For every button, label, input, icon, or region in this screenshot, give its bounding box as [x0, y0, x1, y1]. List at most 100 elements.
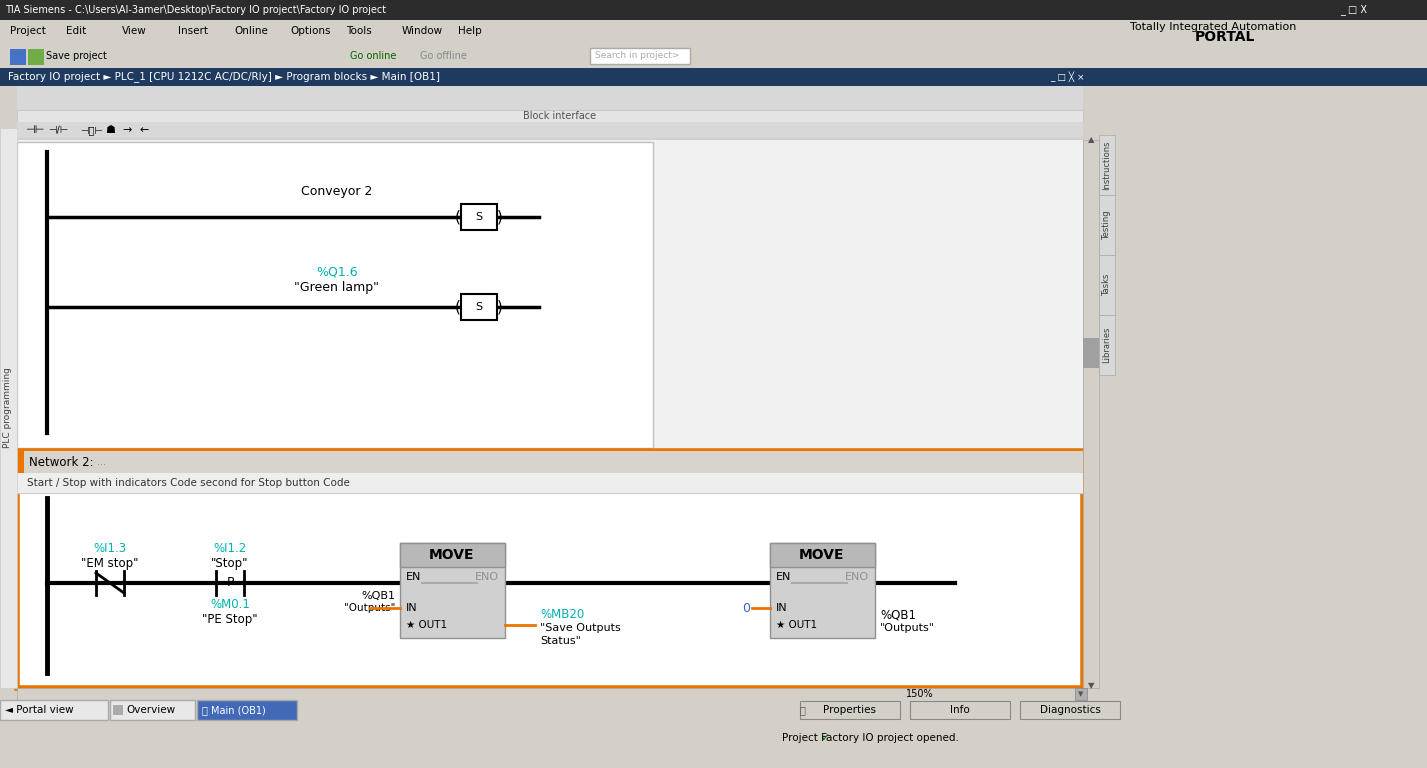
Bar — [1020, 701, 1120, 719]
Text: %I1.2: %I1.2 — [214, 541, 247, 554]
Bar — [17, 110, 1083, 122]
Text: %MB20: %MB20 — [539, 608, 584, 621]
Text: "Save Outputs: "Save Outputs — [539, 623, 621, 633]
Text: 150%: 150% — [906, 689, 933, 699]
Bar — [17, 122, 1083, 138]
Text: ★ OUT1: ★ OUT1 — [407, 620, 447, 630]
Text: S: S — [475, 302, 482, 312]
Text: Testing: Testing — [1103, 210, 1112, 240]
Bar — [17, 473, 1083, 493]
Text: Info: Info — [950, 705, 970, 715]
Text: ENO: ENO — [475, 572, 499, 582]
Bar — [801, 701, 900, 719]
Text: Help: Help — [458, 26, 482, 36]
Text: Online: Online — [234, 26, 268, 36]
Text: Conveyor 2: Conveyor 2 — [301, 186, 372, 198]
Text: Factory IO project ► PLC_1 [CPU 1212C AC/DC/Rly] ► Program blocks ► Main [OB1]: Factory IO project ► PLC_1 [CPU 1212C AC… — [9, 71, 440, 82]
Text: Status": Status" — [539, 636, 581, 646]
Text: (: ( — [455, 300, 461, 315]
Bar — [0, 700, 108, 720]
Text: Go online: Go online — [350, 51, 397, 61]
Text: _ □ X: _ □ X — [1340, 5, 1367, 15]
Bar — [1099, 135, 1114, 195]
Text: %QB1: %QB1 — [361, 591, 395, 601]
Text: Start / Stop with indicators Code second for Stop button Code: Start / Stop with indicators Code second… — [27, 478, 350, 488]
Text: "Outputs": "Outputs" — [880, 623, 935, 633]
Text: ): ) — [497, 300, 502, 315]
Text: Block interface: Block interface — [524, 111, 596, 121]
Text: MOVE: MOVE — [799, 548, 845, 562]
Text: ☗: ☗ — [106, 125, 116, 135]
Text: PLC programming: PLC programming — [3, 368, 13, 449]
Bar — [17, 142, 654, 448]
Text: Tools: Tools — [345, 26, 372, 36]
Text: ▼: ▼ — [1087, 681, 1095, 690]
Text: _ □ ╳ ×: _ □ ╳ × — [1050, 71, 1085, 82]
Text: ⊣⊢: ⊣⊢ — [26, 125, 44, 135]
Bar — [17, 451, 1083, 473]
Text: Properties: Properties — [823, 705, 876, 715]
Text: ▼: ▼ — [1079, 691, 1083, 697]
Text: ⊣⎯⊢: ⊣⎯⊢ — [80, 125, 103, 135]
Text: ...: ... — [97, 457, 106, 467]
Text: Save project: Save project — [46, 51, 107, 61]
Text: IN: IN — [407, 603, 418, 613]
Text: ←: ← — [140, 125, 150, 135]
Bar — [0, 0, 1427, 20]
Bar — [1099, 315, 1114, 375]
Bar — [1083, 338, 1099, 368]
Bar — [1099, 195, 1114, 255]
Text: %Q1.6: %Q1.6 — [317, 266, 358, 279]
Text: "Green lamp": "Green lamp" — [294, 280, 380, 293]
Bar — [910, 701, 1010, 719]
Text: IN: IN — [776, 603, 788, 613]
Text: PORTAL: PORTAL — [1194, 30, 1256, 44]
Text: Totally Integrated Automation: Totally Integrated Automation — [1130, 22, 1296, 32]
Bar — [1083, 140, 1099, 688]
Bar — [17, 451, 1083, 688]
Bar — [400, 543, 505, 567]
Bar — [17, 86, 1083, 110]
Text: Go offline: Go offline — [420, 51, 467, 61]
Bar — [1099, 255, 1114, 315]
Text: %M0.1: %M0.1 — [210, 598, 250, 611]
Bar — [589, 48, 691, 64]
Text: Diagnostics: Diagnostics — [1039, 705, 1100, 715]
Text: ): ) — [497, 210, 502, 224]
Text: Insert: Insert — [178, 26, 208, 36]
Text: MOVE: MOVE — [430, 548, 475, 562]
Bar — [17, 688, 1083, 700]
Text: 🖹 Main (OB1): 🖹 Main (OB1) — [203, 705, 265, 715]
Bar — [17, 140, 1083, 688]
Bar — [400, 543, 505, 638]
Bar — [771, 543, 875, 638]
Bar — [461, 294, 497, 320]
Text: View: View — [121, 26, 147, 36]
Text: Tasks: Tasks — [1103, 274, 1112, 296]
Text: "PE Stop": "PE Stop" — [203, 614, 258, 627]
Text: TIA Siemens - C:\Users\AI-3amer\Desktop\Factory IO project\Factory IO project: TIA Siemens - C:\Users\AI-3amer\Desktop\… — [6, 5, 387, 15]
Bar — [29, 49, 44, 65]
Text: 🔍: 🔍 — [801, 705, 806, 715]
Text: "EM stop": "EM stop" — [81, 557, 138, 570]
Bar — [0, 128, 17, 688]
Text: P: P — [227, 577, 234, 590]
Text: ENO: ENO — [845, 572, 869, 582]
Bar — [0, 42, 1427, 68]
Text: Edit: Edit — [66, 26, 86, 36]
Bar — [110, 700, 195, 720]
Bar — [1075, 688, 1087, 700]
Text: EN: EN — [776, 572, 792, 582]
Bar — [0, 700, 1427, 768]
Text: "Stop": "Stop" — [211, 557, 248, 570]
Text: ★ OUT1: ★ OUT1 — [776, 620, 818, 630]
Text: (: ( — [455, 210, 461, 224]
Bar — [771, 543, 875, 567]
Text: ✓: ✓ — [821, 733, 829, 743]
Text: ⊣∕⊢: ⊣∕⊢ — [49, 125, 68, 135]
Text: Window: Window — [402, 26, 444, 36]
Text: Project Factory IO project opened.: Project Factory IO project opened. — [782, 733, 959, 743]
Bar — [0, 20, 1427, 42]
Text: →: → — [121, 125, 131, 135]
Text: Options: Options — [290, 26, 331, 36]
